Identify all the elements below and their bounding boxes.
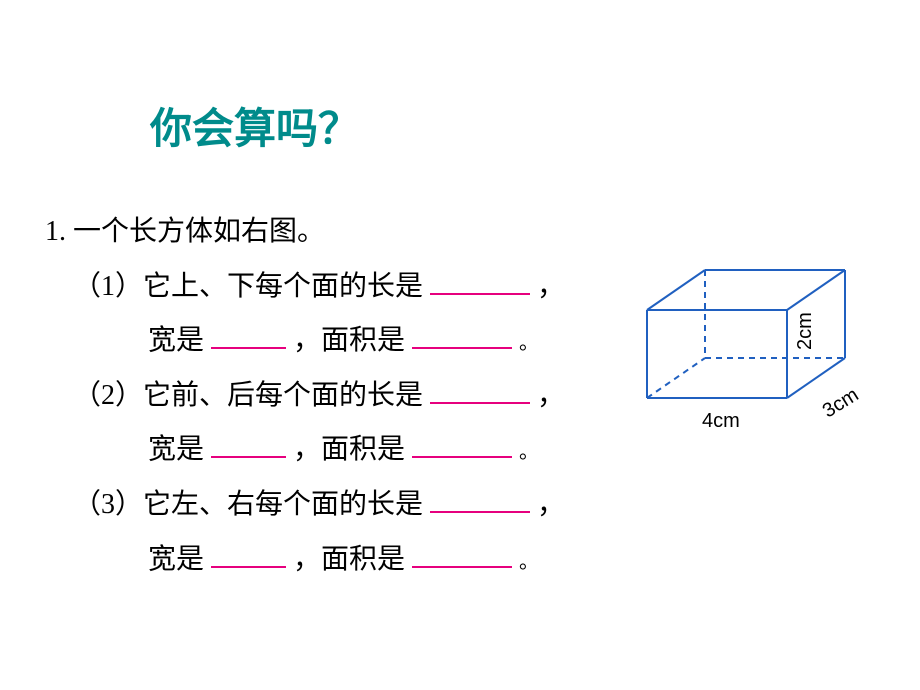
blank-input[interactable]	[412, 562, 512, 568]
sub-questions: （1）它上、下每个面的长是 ， 宽是 ，面积是 。 （2）它前、后每个面的长是 …	[73, 260, 565, 588]
blank-input[interactable]	[430, 507, 530, 513]
blank-input[interactable]	[211, 452, 286, 458]
part-2-num: （2）	[73, 380, 143, 411]
comma: ，	[537, 489, 565, 520]
blank-input[interactable]	[430, 289, 530, 295]
part-1: （1）它上、下每个面的长是 ，	[73, 260, 565, 315]
part-3: （3）它左、右每个面的长是 ，	[73, 478, 565, 533]
part-1-width-label: 宽是	[148, 325, 204, 356]
part-2-area-label: ，面积是	[293, 434, 405, 465]
question-block: 1. 一个长方体如右图。 （1）它上、下每个面的长是 ， 宽是 ，面积是 。 （…	[45, 205, 565, 587]
part-3-num: （3）	[73, 489, 143, 520]
cuboid-svg	[627, 250, 887, 450]
comma: ，	[537, 271, 565, 302]
blank-input[interactable]	[211, 562, 286, 568]
dimension-height: 2cm	[794, 312, 817, 350]
part-2-line2: 宽是 ，面积是 。	[148, 423, 565, 478]
period: 。	[519, 441, 539, 463]
part-1-num: （1）	[73, 271, 143, 302]
blank-input[interactable]	[412, 343, 512, 349]
question-number: 1.	[45, 216, 66, 247]
part-1-area-label: ，面积是	[293, 325, 405, 356]
part-2: （2）它前、后每个面的长是 ，	[73, 369, 565, 424]
period: 。	[519, 332, 539, 354]
part-3-line1-text: 它左、右每个面的长是	[143, 489, 423, 520]
question-stem-line: 1. 一个长方体如右图。	[45, 205, 565, 260]
blank-input[interactable]	[412, 452, 512, 458]
part-1-line2: 宽是 ，面积是 。	[148, 314, 565, 369]
period: 。	[519, 551, 539, 573]
blank-input[interactable]	[430, 398, 530, 404]
part-3-width-label: 宽是	[148, 544, 204, 575]
page-title: 你会算吗？	[150, 95, 360, 156]
part-1-line1-text: 它上、下每个面的长是	[143, 271, 423, 302]
part-2-width-label: 宽是	[148, 434, 204, 465]
part-3-line2: 宽是 ，面积是 。	[148, 533, 565, 588]
question-stem: 一个长方体如右图。	[73, 216, 325, 247]
dimension-width: 4cm	[702, 410, 740, 433]
part-2-line1-text: 它前、后每个面的长是	[143, 380, 423, 411]
blank-input[interactable]	[211, 343, 286, 349]
comma: ，	[537, 380, 565, 411]
cuboid-diagram: 4cm 3cm 2cm	[627, 250, 887, 450]
part-3-area-label: ，面积是	[293, 544, 405, 575]
